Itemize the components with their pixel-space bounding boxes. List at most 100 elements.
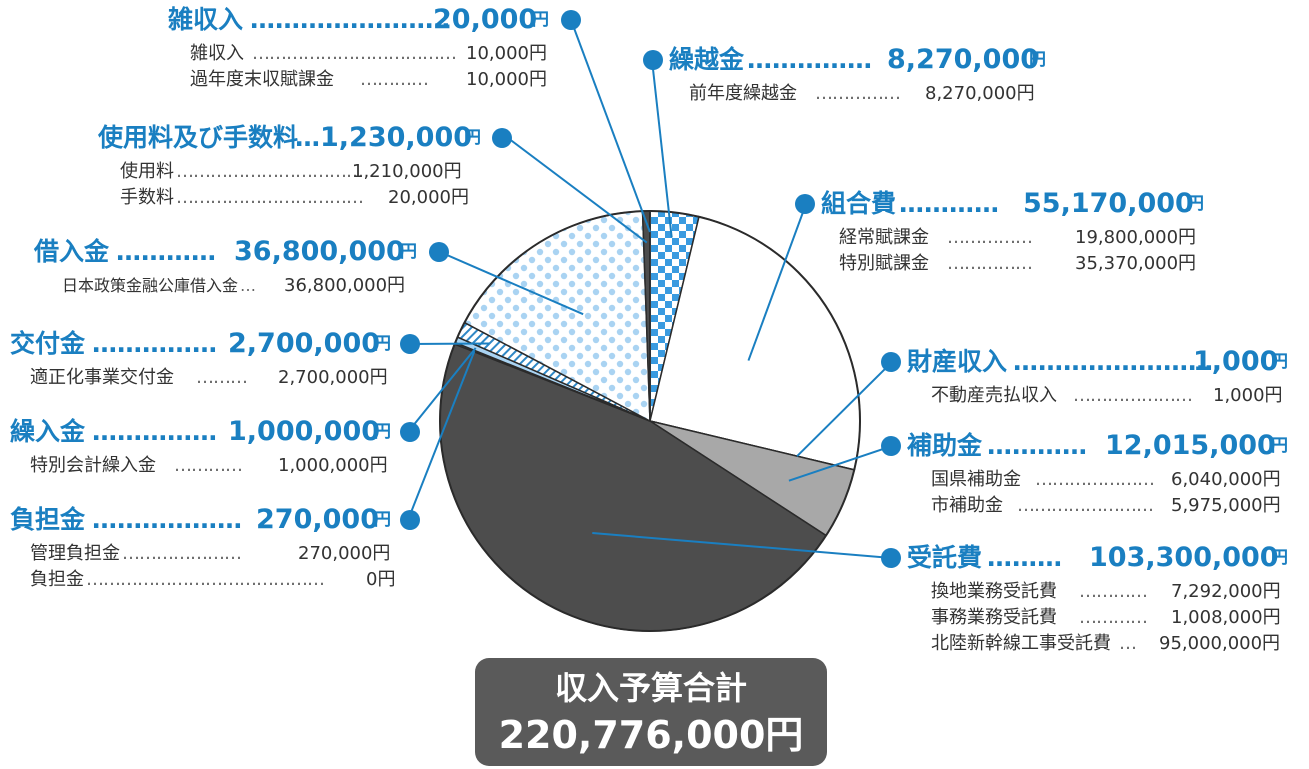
item-name: 特別会計繰入金 — [30, 455, 156, 476]
bullet-dot-icon — [881, 352, 901, 372]
category-unit: 円 — [1271, 436, 1288, 456]
item-leader: …………………………… — [176, 161, 364, 182]
leader-line-5 — [407, 350, 476, 521]
category-amount: 2,700,000 — [228, 328, 381, 359]
category-leader: …………… — [92, 417, 217, 446]
category-name: 使用料及び手数料 — [98, 123, 299, 152]
item-amount: 7,292,000円 — [1171, 581, 1281, 602]
category-unit: 円 — [1271, 352, 1288, 372]
item-leader: ………………… — [1035, 469, 1155, 490]
category-name: 受託費 — [907, 543, 983, 572]
item-name: 市補助金 — [931, 495, 1003, 516]
item-name: 手数料 — [120, 187, 174, 208]
item-name: 適正化事業交付金 — [30, 367, 174, 388]
category-amount: 55,170,000 — [1023, 188, 1194, 219]
leader-line-2 — [796, 361, 893, 457]
category-zatsu: 雑収入 …………………… 20,000 円 雑収入 ……………………………… 1… — [168, 0, 588, 92]
category-leader: ………… — [899, 189, 999, 218]
category-shiyou: 使用料及び手数料 … 1,230,000 円 使用料 …………………………… 1… — [98, 118, 518, 210]
bullet-dot-icon — [881, 436, 901, 456]
category-name: 負担金 — [10, 505, 86, 534]
category-unit: 円 — [1029, 50, 1046, 70]
category-kariire: 借入金 ………… 36,800,000 円 日本政策金融公庫借入金 … 36,8… — [34, 232, 454, 298]
item-name: 経常賦課金 — [839, 227, 929, 248]
item-amount: 6,040,000円 — [1171, 469, 1281, 490]
item-leader: …………… — [815, 83, 901, 104]
item-name: 使用料 — [120, 161, 174, 182]
bullet-dot-icon — [400, 334, 420, 354]
leader-line-7 — [407, 342, 490, 345]
bullet-dot-icon — [400, 422, 420, 442]
leader-line-8 — [439, 251, 584, 316]
category-hojo: 補助金 ………… 12,015,000 円 国県補助金 ………………… 6,04… — [881, 426, 1301, 518]
category-futan: 負担金 ……………… 270,000 円 管理負担金 ………………… 270,0… — [10, 500, 430, 592]
bullet-dot-icon — [429, 242, 449, 262]
category-amount: 1,000 — [1193, 346, 1279, 377]
category-amount: 12,015,000 — [1105, 430, 1276, 461]
category-unit: 円 — [374, 510, 391, 530]
item-leader: ………… — [174, 455, 243, 476]
item-amount: 1,008,000円 — [1171, 607, 1281, 628]
item-leader: ………………… — [122, 543, 242, 564]
item-leader: …………………………………… — [86, 569, 325, 590]
category-name: 財産収入 — [907, 347, 1008, 376]
category-leader: ………… — [116, 237, 216, 266]
category-unit: 円 — [1187, 194, 1204, 214]
item-amount: 1,000,000円 — [278, 455, 388, 476]
leader-line-0 — [651, 59, 673, 238]
category-zaisan: 財産収入 …………………… 1,000 円 不動産売払収入 ………………… 1,… — [881, 342, 1301, 408]
category-amount: 270,000 — [256, 504, 379, 535]
item-leader: ……………………………… — [252, 43, 457, 64]
category-leader: …………………… — [250, 5, 450, 34]
category-leader: …………… — [92, 329, 217, 358]
item-name: 過年度末収賦課金 — [190, 69, 334, 90]
category-kuriire: 繰入金 …………… 1,000,000 円 特別会計繰入金 ………… 1,000… — [10, 412, 430, 478]
item-name: 日本政策金融公庫借入金 — [62, 276, 239, 295]
item-amount: 1,210,000円 — [352, 161, 462, 182]
leader-line-9 — [507, 137, 648, 244]
category-amount: 1,000,000 — [228, 416, 381, 447]
category-amount: 103,300,000 — [1089, 542, 1279, 573]
category-leader: ……… — [987, 543, 1062, 572]
category-amount: 20,000 — [433, 4, 538, 35]
leader-line-10 — [570, 19, 651, 233]
item-amount: 2,700,000円 — [278, 367, 388, 388]
item-leader: …………… — [947, 253, 1033, 274]
bullet-dot-icon — [400, 510, 420, 530]
category-leader: … — [295, 123, 320, 152]
category-unit: 円 — [374, 422, 391, 442]
category-unit: 円 — [400, 242, 417, 262]
category-koufu: 交付金 …………… 2,700,000 円 適正化事業交付金 ……… 2,700… — [10, 324, 430, 390]
item-amount: 5,975,000円 — [1171, 495, 1281, 516]
category-amount: 36,800,000 — [234, 236, 405, 267]
item-amount: 270,000円 — [298, 543, 391, 564]
item-leader: ………………… — [1073, 385, 1193, 406]
item-amount: 19,800,000円 — [1075, 227, 1197, 248]
category-name: 補助金 — [907, 431, 983, 460]
item-leader: …………………………… — [176, 187, 364, 208]
item-name: 北陸新幹線工事受託費 — [931, 633, 1111, 654]
category-unit: 円 — [374, 334, 391, 354]
item-leader: …………… — [947, 227, 1033, 248]
item-leader: …………………… — [1017, 495, 1154, 516]
bullet-dot-icon — [492, 128, 512, 148]
item-amount: 1,000円 — [1213, 385, 1283, 406]
item-amount: 0円 — [366, 569, 396, 590]
category-leader: …………… — [747, 45, 872, 74]
category-unit: 円 — [1271, 548, 1288, 568]
item-amount: 36,800,000円 — [284, 275, 406, 296]
category-amount: 1,230,000 — [320, 122, 473, 153]
item-name: 前年度繰越金 — [689, 83, 797, 104]
item-leader: … — [240, 276, 256, 295]
total-label: 収入予算合計 — [554, 669, 747, 707]
item-amount: 95,000,000円 — [1159, 633, 1281, 654]
category-name: 繰越金 — [669, 45, 745, 74]
pie-outline — [439, 210, 861, 632]
leader-line-1 — [747, 203, 807, 361]
item-amount: 10,000円 — [466, 43, 547, 64]
category-leader: ……………… — [92, 505, 242, 534]
bullet-dot-icon — [795, 194, 815, 214]
item-leader: ……… — [196, 367, 248, 388]
item-leader: ………… — [1079, 607, 1148, 628]
